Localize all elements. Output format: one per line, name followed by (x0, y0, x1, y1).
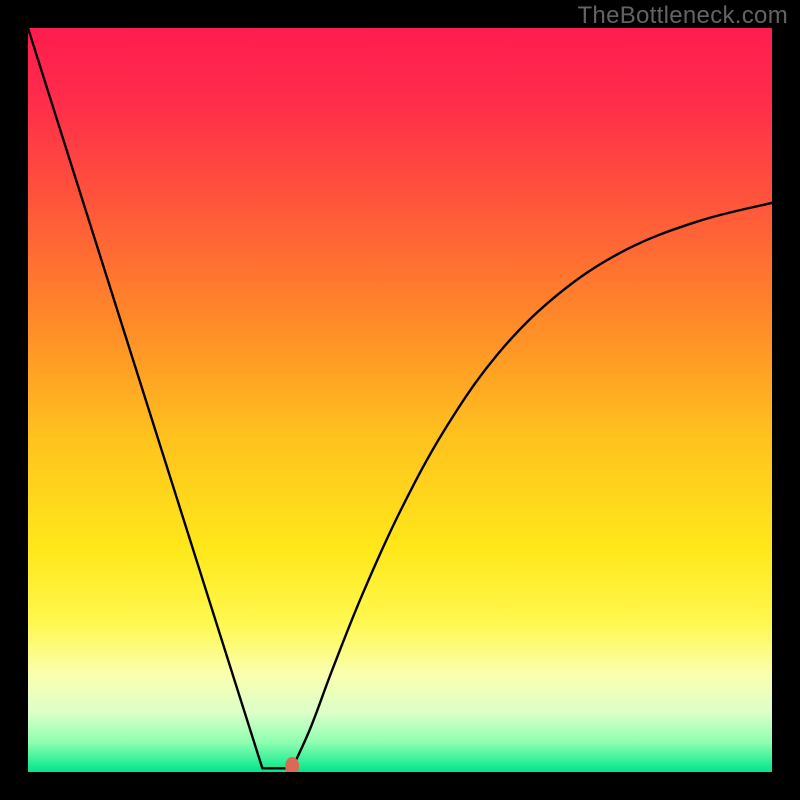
watermark-text: TheBottleneck.com (577, 2, 788, 30)
gradient-background (28, 28, 772, 772)
plot-area (28, 28, 772, 772)
chart-frame: TheBottleneck.com (0, 0, 800, 800)
